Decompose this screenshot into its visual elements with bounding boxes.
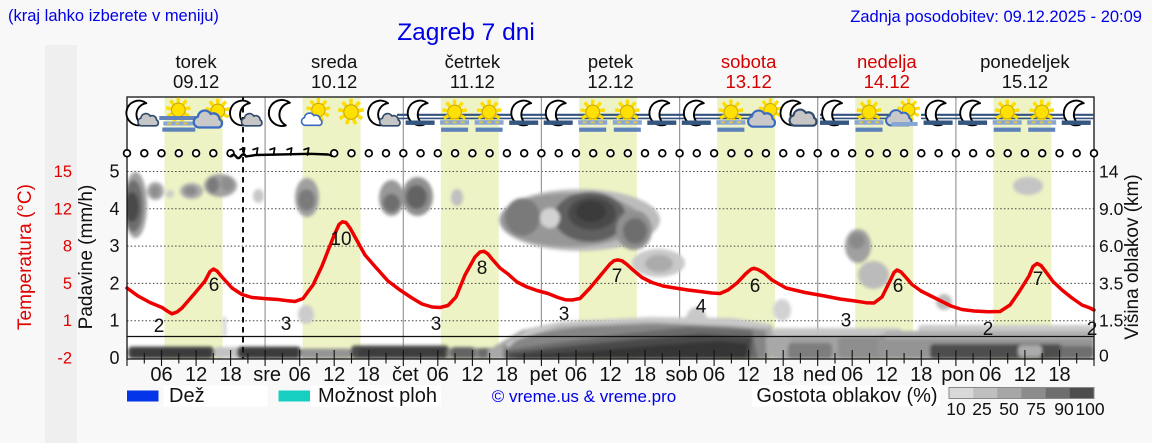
svg-text:6: 6 [750, 276, 761, 297]
svg-text:2: 2 [154, 316, 165, 337]
svg-text:06: 06 [979, 364, 1001, 386]
svg-text:50: 50 [999, 399, 1019, 419]
svg-text:18: 18 [634, 364, 656, 386]
svg-text:12: 12 [54, 200, 72, 218]
svg-text:90: 90 [1054, 399, 1074, 419]
svg-text:0: 0 [1099, 346, 1109, 366]
svg-text:Padavine (mm/h): Padavine (mm/h) [76, 185, 97, 330]
svg-text:25: 25 [972, 399, 991, 419]
svg-text:3: 3 [559, 304, 570, 325]
svg-text:9.0: 9.0 [1099, 199, 1124, 219]
svg-text:1: 1 [109, 311, 119, 331]
svg-text:2: 2 [983, 319, 994, 340]
svg-text:18: 18 [219, 364, 241, 386]
svg-text:3: 3 [431, 314, 442, 335]
svg-text:09.12: 09.12 [173, 71, 219, 92]
svg-text:8: 8 [63, 238, 72, 256]
svg-text:Zadnja posodobitev: 09.12.2025: Zadnja posodobitev: 09.12.2025 - 20:09 [850, 8, 1142, 26]
svg-text:Možnost ploh: Možnost ploh [318, 385, 437, 407]
svg-text:7: 7 [1033, 269, 1044, 290]
svg-text:10.12: 10.12 [311, 71, 357, 92]
svg-text:18: 18 [358, 364, 380, 386]
svg-text:2: 2 [1087, 319, 1098, 340]
svg-text:12: 12 [1014, 364, 1036, 386]
svg-text:10: 10 [946, 399, 966, 419]
svg-text:18: 18 [1048, 364, 1070, 386]
svg-text:8: 8 [477, 258, 488, 279]
svg-text:3: 3 [109, 236, 119, 256]
svg-text:sobota: sobota [721, 51, 777, 72]
svg-text:06: 06 [703, 364, 725, 386]
svg-text:10: 10 [330, 229, 351, 250]
svg-text:12: 12 [876, 364, 898, 386]
svg-text:75: 75 [1026, 399, 1045, 419]
svg-text:14: 14 [1099, 162, 1119, 182]
svg-text:sre: sre [253, 364, 281, 386]
svg-text:06: 06 [841, 364, 863, 386]
svg-text:Zagreb 7 dni: Zagreb 7 dni [397, 19, 535, 46]
svg-text:Dež: Dež [169, 385, 205, 407]
svg-text:3: 3 [281, 314, 292, 335]
svg-text:1.5: 1.5 [1099, 311, 1123, 331]
svg-text:12: 12 [737, 364, 759, 386]
svg-text:4: 4 [696, 297, 707, 318]
svg-text:ponedeljek: ponedeljek [980, 51, 1070, 72]
svg-text:06: 06 [565, 364, 587, 386]
svg-text:06: 06 [150, 364, 172, 386]
svg-text:06: 06 [427, 364, 449, 386]
svg-text:7: 7 [612, 266, 623, 287]
svg-text:sob: sob [665, 364, 697, 386]
svg-text:5: 5 [63, 275, 72, 293]
svg-text:12: 12 [323, 364, 345, 386]
svg-text:18: 18 [910, 364, 932, 386]
svg-text:15.12: 15.12 [1002, 71, 1048, 92]
svg-text:6.0: 6.0 [1099, 236, 1124, 256]
svg-text:4: 4 [109, 199, 119, 219]
svg-text:12: 12 [461, 364, 483, 386]
svg-text:(kraj lahko izberete v meniju): (kraj lahko izberete v meniju) [8, 7, 219, 25]
svg-text:Temperatura (°C): Temperatura (°C) [15, 184, 36, 330]
svg-text:6: 6 [893, 276, 904, 297]
svg-text:Višina oblakov (km): Višina oblakov (km) [1122, 174, 1143, 339]
svg-text:torek: torek [176, 51, 218, 72]
svg-text:pon: pon [941, 364, 974, 386]
svg-text:2: 2 [109, 273, 119, 293]
svg-text:Gostota oblakov (%): Gostota oblakov (%) [756, 385, 937, 407]
svg-text:12: 12 [185, 364, 207, 386]
svg-text:12.12: 12.12 [587, 71, 633, 92]
svg-text:čet: čet [392, 364, 419, 386]
svg-text:sreda: sreda [311, 51, 358, 72]
svg-text:18: 18 [772, 364, 794, 386]
svg-text:100: 100 [1075, 399, 1104, 419]
svg-text:© vreme.us & vreme.pro: © vreme.us & vreme.pro [492, 387, 676, 406]
svg-text:nedelja: nedelja [857, 51, 917, 72]
svg-text:-2: -2 [57, 350, 72, 368]
svg-text:0: 0 [109, 348, 119, 368]
svg-text:1: 1 [63, 312, 72, 330]
svg-text:18: 18 [496, 364, 518, 386]
svg-text:ned: ned [803, 364, 836, 386]
svg-text:15: 15 [54, 163, 72, 181]
svg-text:četrtek: četrtek [445, 51, 501, 72]
svg-text:5: 5 [109, 162, 119, 182]
svg-text:13.12: 13.12 [725, 71, 771, 92]
svg-text:petek: petek [588, 51, 634, 72]
svg-text:6: 6 [209, 275, 220, 296]
svg-text:pet: pet [529, 364, 557, 386]
svg-text:11.12: 11.12 [450, 71, 495, 92]
svg-text:3: 3 [841, 311, 852, 332]
svg-text:12: 12 [599, 364, 621, 386]
svg-text:3.5: 3.5 [1099, 273, 1123, 293]
svg-text:14.12: 14.12 [864, 71, 910, 92]
svg-text:06: 06 [289, 364, 311, 386]
